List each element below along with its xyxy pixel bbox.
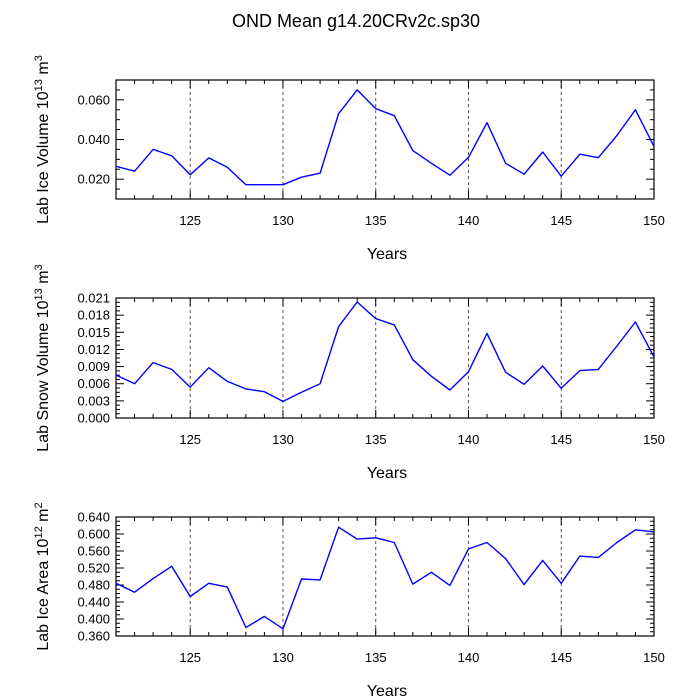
y-axis-unit-exp: 3 — [33, 55, 45, 61]
y-tick-label: 0.640 — [77, 510, 110, 525]
x-tick-label: 150 — [643, 650, 665, 665]
x-tick-label: 130 — [272, 650, 294, 665]
y-tick-label: 0.600 — [77, 527, 110, 542]
x-tick-label: 130 — [272, 432, 294, 447]
y-tick-label: 0.012 — [77, 342, 110, 357]
y-tick-label: 0.060 — [77, 92, 110, 107]
x-tick-label: 150 — [643, 213, 665, 228]
y-axis-label: Lab Ice Volume 1013 m3 — [33, 55, 52, 224]
x-axis-label: Years — [367, 465, 407, 482]
x-tick-label: 140 — [458, 650, 480, 665]
y-axis-unit-exp: 13 — [33, 288, 45, 300]
y-tick-label: 0.020 — [77, 172, 110, 187]
chart-title: OND Mean g14.20CRv2c.sp30 — [232, 11, 480, 31]
y-tick-label: 0.440 — [77, 595, 110, 610]
panel-2: 125 130 135 140 145 150 0.000 0.003 0.006 0.009 0.… — [33, 264, 665, 482]
y-tick-label: 0.000 — [77, 411, 110, 426]
x-tick-label: 145 — [550, 213, 572, 228]
x-tick-label: 125 — [179, 432, 201, 447]
y-tick-label: 0.009 — [77, 359, 110, 374]
y-tick-label: 0.018 — [77, 308, 110, 323]
x-tick-label: 135 — [365, 650, 387, 665]
y-tick-label: 0.003 — [77, 393, 110, 408]
y-axis-unit-exp: 13 — [33, 79, 45, 91]
y-axis-label: Lab Snow Volume 1013 m3 — [33, 264, 52, 451]
plot-frame — [115, 79, 655, 200]
y-axis-unit-exp: 12 — [33, 526, 45, 538]
x-tick-label: 140 — [458, 213, 480, 228]
x-tick-label: 140 — [458, 432, 480, 447]
y-tick-label: 0.480 — [77, 578, 110, 593]
y-tick-label: 0.040 — [77, 132, 110, 147]
y-axis-label-text: Lab Ice Volume 10 — [35, 91, 52, 224]
y-tick-label: 0.021 — [77, 291, 110, 306]
y-tick-label: 0.006 — [77, 376, 110, 391]
x-tick-label: 145 — [550, 432, 572, 447]
x-axis-label: Years — [367, 246, 407, 263]
y-tick-label: 0.360 — [77, 629, 110, 644]
y-axis-unit: m — [35, 270, 52, 288]
y-axis-unit: m — [35, 61, 52, 79]
x-axis-label: Years — [367, 683, 407, 696]
series-line — [115, 89, 655, 186]
panel-3: 125 130 135 140 145 150 0.360 0.400 0.440 0.480 0.… — [33, 502, 665, 696]
y-axis-unit-exp: 2 — [33, 502, 45, 508]
x-tick-label: 125 — [179, 213, 201, 228]
plot-frame — [115, 297, 655, 419]
y-axis-label: Lab Ice Area 1012 m2 — [33, 502, 52, 650]
series-line — [115, 301, 655, 403]
x-tick-label: 135 — [365, 213, 387, 228]
y-axis-label-text: Lab Ice Area 10 — [35, 538, 52, 650]
y-axis-unit: m — [35, 509, 52, 527]
x-tick-label: 130 — [272, 213, 294, 228]
x-tick-label: 125 — [179, 650, 201, 665]
series-line — [115, 526, 655, 630]
x-tick-label: 135 — [365, 432, 387, 447]
x-tick-label: 145 — [550, 650, 572, 665]
y-tick-label: 0.400 — [77, 612, 110, 627]
y-tick-label: 0.015 — [77, 325, 110, 340]
y-tick-label: 0.560 — [77, 544, 110, 559]
panel-1: 125 130 135 140 145 150 0.020 0.040 0.060 Years La… — [33, 55, 665, 263]
x-tick-label: 150 — [643, 432, 665, 447]
y-axis-unit-exp: 3 — [33, 264, 45, 270]
y-tick-label: 0.520 — [77, 561, 110, 576]
y-axis-label-text: Lab Snow Volume 10 — [35, 300, 52, 451]
plot-frame — [115, 516, 655, 637]
